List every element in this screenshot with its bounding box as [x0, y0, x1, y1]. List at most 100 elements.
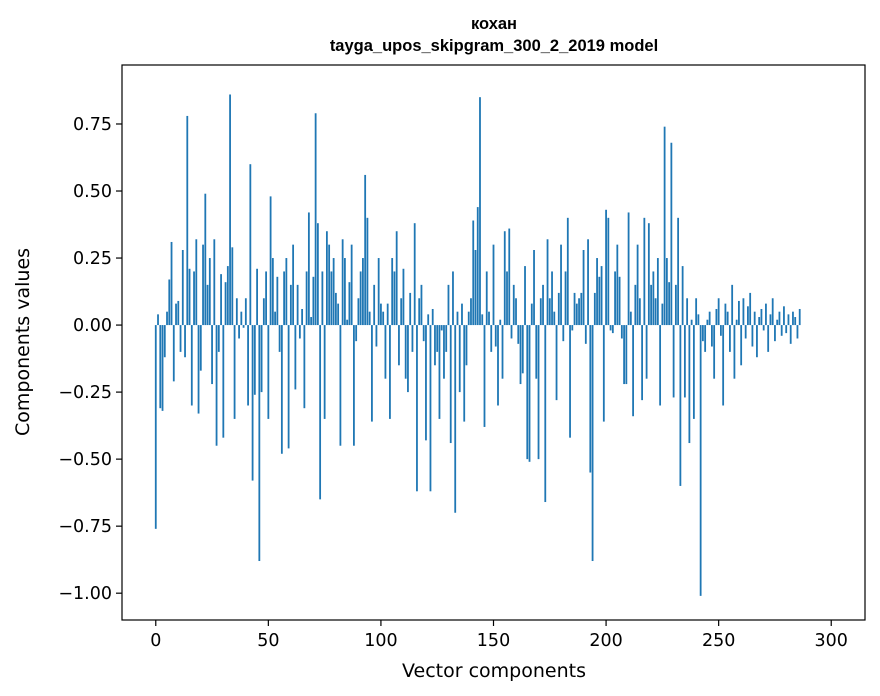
bar: [528, 325, 531, 462]
bar: [735, 319, 738, 326]
bar: [161, 325, 164, 411]
bar: [503, 231, 506, 326]
bar: [422, 325, 425, 342]
bar: [638, 298, 641, 326]
bar: [204, 193, 207, 326]
bar: [524, 266, 526, 326]
bar: [382, 311, 385, 326]
bar: [668, 282, 671, 326]
bar: [530, 303, 533, 326]
bar: [674, 284, 677, 326]
bar: [211, 325, 213, 385]
bar: [337, 303, 340, 326]
bar: [274, 311, 276, 326]
bar: [353, 325, 355, 446]
bar: [665, 258, 668, 326]
bar: [395, 231, 398, 326]
bar: [461, 303, 463, 326]
bar: [298, 325, 301, 339]
bar: [452, 271, 454, 326]
bar: [652, 271, 655, 326]
bar: [647, 223, 650, 326]
bar: [163, 325, 166, 358]
bar: [262, 298, 265, 326]
bar: [679, 325, 682, 486]
bar: [681, 266, 684, 326]
chart-title: кохан: [471, 15, 517, 33]
bar: [240, 311, 243, 326]
x-axis-label: Vector components: [402, 660, 586, 682]
bar: [715, 308, 718, 326]
bar: [519, 325, 522, 385]
bar: [314, 113, 317, 326]
bar: [726, 311, 729, 326]
bar: [368, 311, 371, 326]
bar: [206, 284, 209, 326]
bar: [350, 244, 353, 326]
bar: [607, 217, 610, 326]
bar: [497, 325, 499, 406]
bar: [289, 284, 292, 326]
bar: [792, 311, 794, 326]
bar: [566, 217, 569, 326]
bar: [398, 325, 400, 366]
bar: [434, 325, 436, 366]
bar: [548, 298, 551, 326]
bar: [560, 244, 562, 326]
bar: [645, 325, 648, 379]
bar: [375, 325, 378, 347]
bar: [425, 325, 427, 441]
bar: [663, 126, 666, 326]
bar: [154, 325, 157, 529]
bar: [544, 325, 547, 503]
bar: [208, 258, 211, 326]
bar: [479, 97, 481, 326]
bar: [602, 325, 605, 422]
bar: [533, 250, 535, 326]
bar: [641, 325, 643, 401]
bar: [584, 325, 587, 344]
bar: [389, 325, 391, 419]
bar: [553, 311, 556, 326]
bar: [190, 325, 193, 406]
bar: [400, 298, 403, 326]
bar: [325, 231, 328, 326]
bar: [614, 271, 616, 326]
y-tick-label: −0.75: [58, 517, 112, 537]
bar: [456, 311, 459, 326]
bar: [521, 325, 524, 374]
bar: [751, 325, 754, 347]
bar: [249, 164, 252, 326]
bar: [616, 244, 619, 326]
bar: [571, 325, 574, 331]
bar: [438, 325, 441, 419]
bar: [485, 271, 488, 326]
bar: [690, 319, 693, 326]
y-tick-label: 0.00: [73, 316, 112, 336]
bar: [267, 325, 270, 419]
bar: [377, 258, 380, 326]
bar: [740, 325, 743, 366]
y-axis-label: Components values: [12, 248, 34, 436]
bar: [611, 325, 614, 334]
bar: [247, 325, 249, 406]
bar: [729, 325, 731, 352]
bar: [199, 325, 202, 371]
bar: [494, 325, 497, 347]
x-tick-label: 50: [257, 631, 279, 651]
bar: [794, 317, 797, 326]
bar: [445, 325, 448, 352]
bar: [551, 271, 553, 326]
bar: [776, 319, 779, 326]
bar: [629, 311, 632, 326]
x-axis: 0 50 100 150 200 250 300: [150, 620, 848, 651]
bar: [472, 220, 475, 326]
bar: [305, 271, 308, 326]
bar: [429, 325, 432, 492]
bar: [258, 325, 261, 562]
bar: [470, 298, 472, 326]
bar: [418, 298, 421, 326]
bar: [722, 325, 725, 406]
bar: [285, 258, 288, 326]
